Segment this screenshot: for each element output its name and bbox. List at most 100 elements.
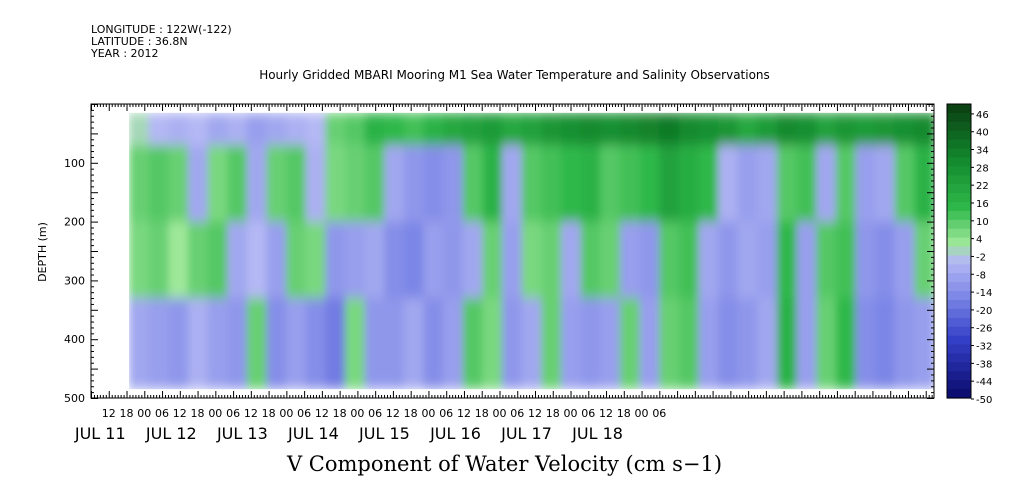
heatmap-cell: [305, 112, 327, 146]
x-tick-label: 00: [564, 407, 578, 420]
colorbar-swatch: [947, 317, 971, 328]
heatmap-cell: [305, 145, 327, 222]
colorbar-swatch: [947, 291, 971, 301]
colorbar-swatch: [947, 273, 971, 283]
x-tick-label: 12: [173, 407, 187, 420]
x-day-label: JUL 13: [216, 424, 268, 443]
heatmap-cell: [894, 112, 916, 146]
heatmap-cell: [443, 221, 464, 298]
x-day-label: JUL 14: [287, 424, 339, 443]
heatmap-cell: [639, 221, 661, 298]
heatmap-cell: [678, 221, 700, 298]
heatmap-field: [91, 104, 934, 398]
heatmap-cell: [129, 145, 150, 222]
colorbar-swatch: [947, 371, 971, 381]
heatmap-cell: [855, 298, 877, 390]
heatmap-cell: [914, 145, 934, 222]
x-tick-label: 06: [652, 407, 666, 420]
heatmap-cell: [835, 221, 857, 298]
metadata-block: LONGITUDE : 122W(-122) LATITUDE : 36.8N …: [91, 24, 232, 60]
x-tick-label: 06: [581, 407, 595, 420]
heatmap-cell: [776, 145, 798, 222]
x-day-label: JUL 18: [571, 424, 623, 443]
heatmap-cell: [796, 221, 818, 298]
heatmap-cell: [757, 145, 778, 222]
heatmap-cell: [875, 298, 896, 390]
heatmap-cell: [384, 298, 405, 390]
heatmap-cell: [914, 298, 934, 390]
heatmap-cell: [345, 145, 366, 222]
heatmap-cell: [796, 112, 818, 146]
heatmap-cell: [580, 145, 602, 222]
heatmap-cell: [482, 298, 503, 390]
x-tick-label: 18: [617, 407, 631, 420]
heatmap-cell: [659, 112, 680, 146]
heatmap-cell: [580, 112, 602, 146]
heatmap-cell: [521, 112, 543, 146]
heatmap-cell: [168, 112, 189, 146]
heatmap-cell: [423, 112, 445, 146]
colorbar-label: 28: [976, 163, 989, 174]
x-tick-label: 18: [475, 407, 489, 420]
y-tick-label: 400: [64, 333, 85, 346]
heatmap-cell: [678, 145, 700, 222]
heatmap-cell: [894, 145, 916, 222]
heatmap-cell: [423, 298, 445, 390]
heatmap-cell: [855, 145, 877, 222]
chart-title: Hourly Gridded MBARI Mooring M1 Sea Wate…: [259, 68, 770, 82]
heatmap-cell: [129, 221, 150, 298]
heatmap-cell: [227, 221, 248, 298]
x-tick-label: 12: [386, 407, 400, 420]
x-tick-label: 00: [635, 407, 649, 420]
heatmap-cell: [364, 145, 386, 222]
colorbar-swatch: [947, 344, 971, 355]
heatmap-cell: [718, 112, 739, 146]
heatmap-cell: [187, 221, 209, 298]
colorbar-swatch: [947, 130, 971, 141]
x-tick-label: 06: [510, 407, 524, 420]
colorbar-swatch: [947, 300, 971, 310]
heatmap-cell: [502, 145, 523, 222]
no-data-mask: [91, 104, 934, 113]
x-axis: 12 18 00 06 12 18 00 06 12 18 00 06 12 18 00 06 12 18 00 06…: [74, 104, 933, 443]
heatmap-cell: [521, 221, 543, 298]
colorbar-swatch: [947, 282, 971, 292]
colorbar-label: -26: [976, 324, 992, 335]
heatmap-cell: [266, 112, 287, 146]
colorbar-swatch: [947, 362, 971, 372]
x-tick-label: 18: [120, 407, 134, 420]
heatmap-cell: [187, 298, 209, 390]
colorbar-swatch: [947, 112, 971, 123]
heatmap-cell: [796, 298, 818, 390]
heatmap-cell: [148, 221, 170, 298]
heatmap-cell: [737, 145, 759, 222]
heatmap-cell: [482, 221, 503, 298]
colorbar-swatch: [947, 335, 971, 346]
colorbar-swatch: [947, 202, 971, 212]
colorbar-label: -14: [976, 288, 992, 299]
colorbar-swatch: [947, 166, 971, 176]
heatmap-cell: [325, 145, 346, 222]
x-tick-label: 18: [404, 407, 418, 420]
heatmap-cell: [600, 221, 621, 298]
heatmap-cell: [482, 145, 503, 222]
colorbar-swatch: [947, 308, 971, 319]
heatmap-cell: [619, 145, 641, 222]
heatmap-cell: [659, 298, 680, 390]
heatmap-cell: [286, 221, 307, 298]
colorbar-swatch: [947, 326, 971, 337]
heatmap-cell: [757, 298, 778, 390]
colorbar-swatch: [947, 210, 971, 221]
heatmap-cell: [462, 145, 484, 222]
no-data-mask: [91, 389, 934, 398]
heatmap-cell: [835, 145, 857, 222]
heatmap-cell: [384, 112, 405, 146]
heatmap-cell: [737, 221, 759, 298]
colorbar-label: -38: [976, 359, 992, 370]
heatmap-cell: [718, 145, 739, 222]
heatmap-cell: [678, 298, 700, 390]
heatmap-cell: [718, 298, 739, 390]
longitude-label: LONGITUDE : 122W(-122): [91, 23, 232, 36]
colorbar-swatch: [947, 389, 971, 399]
